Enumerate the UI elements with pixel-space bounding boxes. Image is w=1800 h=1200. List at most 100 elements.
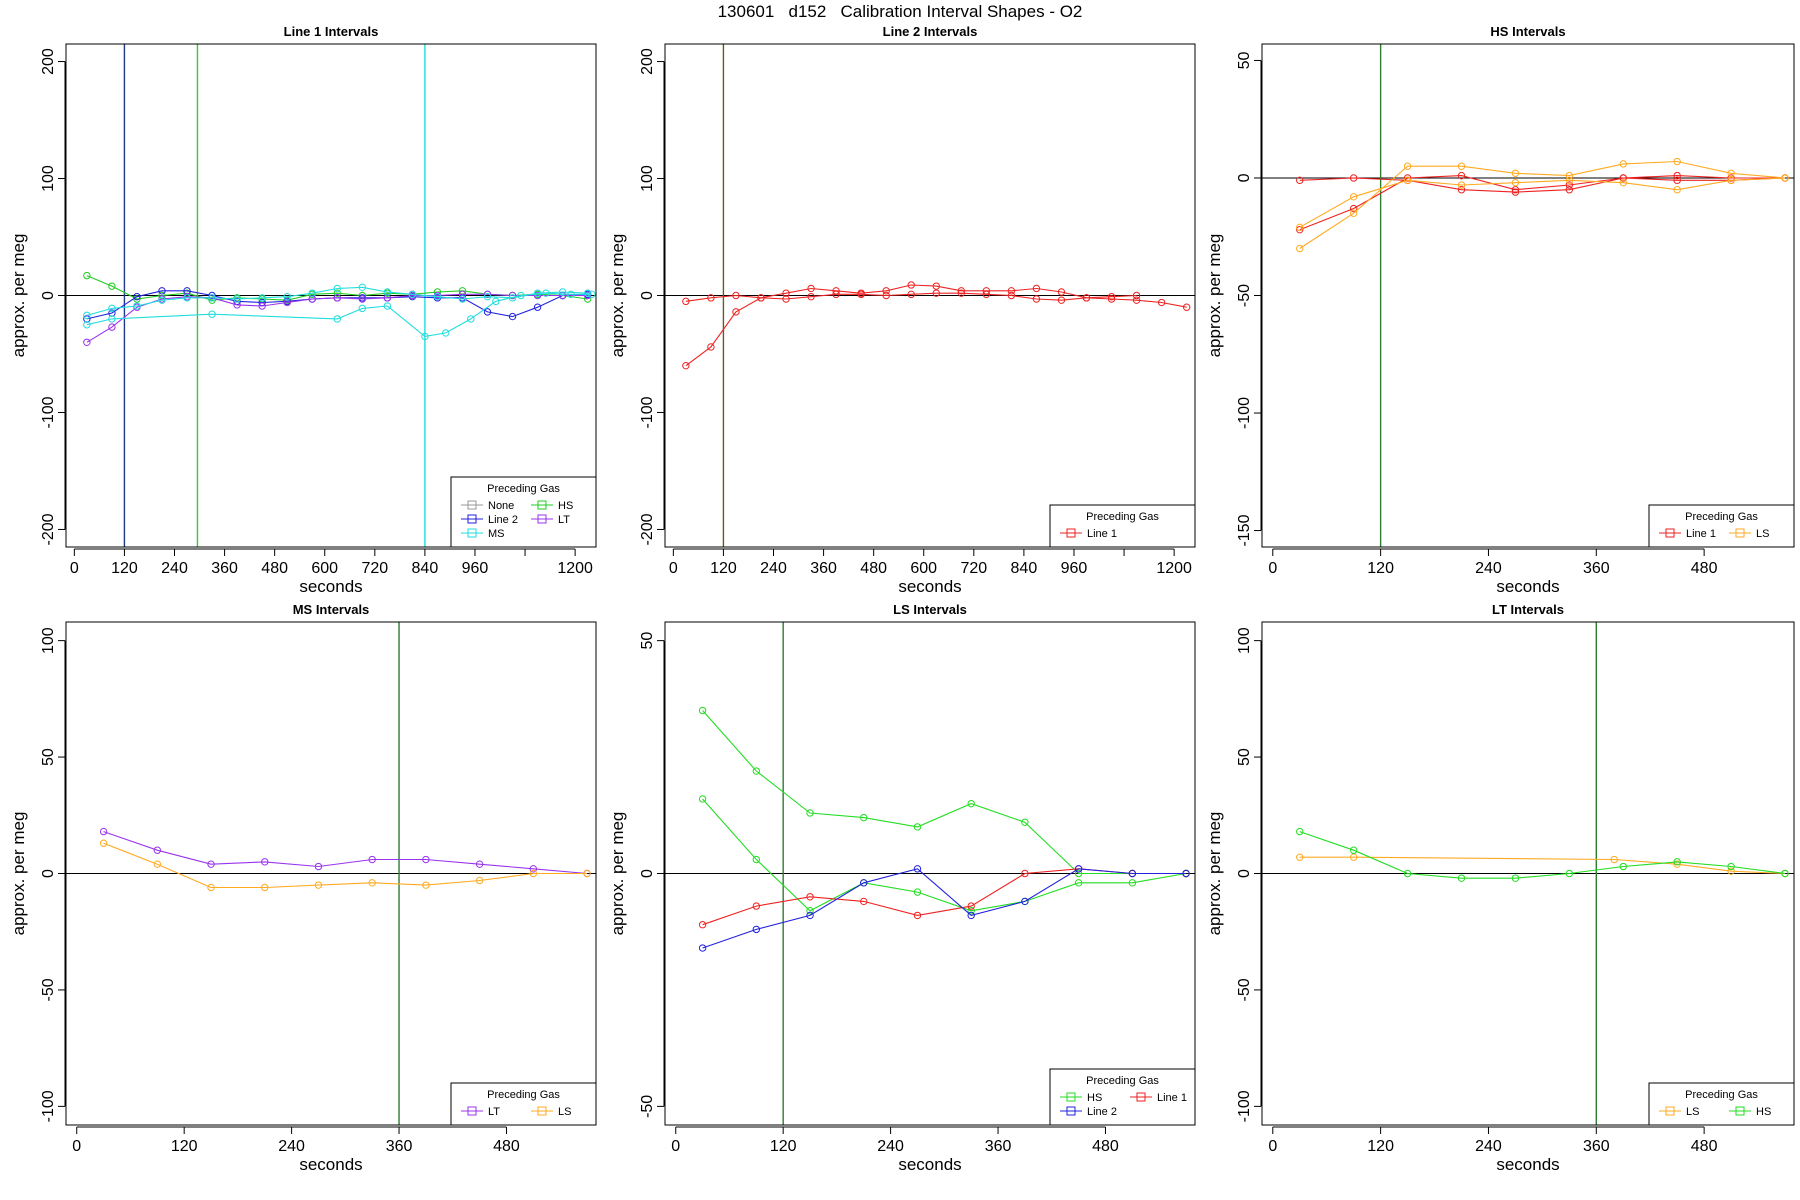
plot-frame (1261, 43, 1795, 548)
series-4 (1296, 174, 1789, 232)
data-point (1565, 186, 1574, 194)
data-point (913, 888, 922, 896)
legend-title: Preceding Gas (1685, 511, 1758, 523)
series-3 (1296, 157, 1789, 253)
data-point (83, 271, 91, 280)
data-point (1673, 860, 1681, 868)
data-point (1349, 846, 1358, 854)
data-point (1132, 296, 1141, 304)
x-tick-label: 0 (72, 1138, 81, 1155)
panel-5: LS Intervals 0 120 240 360 480 seconds -50 0 50 ap… (608, 602, 1196, 1174)
x-tick-label: 600 (311, 560, 338, 577)
x-tick-label: 360 (985, 1138, 1012, 1155)
x-tick-label: 960 (1061, 560, 1088, 577)
data-point (1403, 176, 1412, 185)
series-1 (99, 827, 591, 878)
data-point (314, 862, 323, 871)
legend-label: None (488, 500, 514, 512)
data-point (1157, 298, 1166, 307)
legend-swatch-marker (467, 528, 477, 538)
data-point (1007, 287, 1016, 295)
series-2 (1296, 827, 1789, 882)
data-point (233, 301, 241, 309)
y-tick-label: 50 (1236, 748, 1253, 766)
figure-title: 130601 d152 Calibration Interval Shapes … (717, 2, 1083, 21)
data-point (258, 294, 266, 302)
data-point (583, 289, 592, 297)
legend-title: Preceding Gas (1086, 511, 1159, 523)
legend-entry: HS (1729, 1106, 1771, 1118)
x-tick-label: 360 (211, 560, 238, 577)
data-point (308, 289, 316, 297)
x-tick-label: 840 (412, 560, 439, 577)
legend-label: LT (488, 1106, 500, 1118)
data-point (782, 289, 790, 297)
data-point (1182, 303, 1191, 311)
legend-title: Preceding Gas (1685, 1089, 1758, 1101)
data-point (383, 288, 392, 296)
legend-box (1049, 504, 1196, 548)
data-point (153, 860, 162, 868)
series-4 (698, 865, 1190, 952)
x-tick-label: 360 (1583, 560, 1610, 577)
data-point (1457, 181, 1466, 189)
data-point (1457, 874, 1466, 882)
y-tick-label: -200 (40, 513, 57, 545)
data-point (83, 321, 91, 329)
data-point (133, 292, 141, 301)
legend-swatch-marker (467, 1106, 477, 1116)
data-point (358, 295, 366, 303)
legend-entry: Line 2 (461, 514, 518, 526)
x-tick-label: 240 (1475, 560, 1502, 577)
data-point (333, 315, 341, 323)
data-point (433, 292, 442, 301)
legend: Preceding Gas Line 1 LS (1648, 504, 1795, 548)
plot-frame (664, 43, 1196, 548)
legend-entry: LS (1659, 1106, 1699, 1118)
series-line (685, 292, 1137, 302)
data-point (1132, 291, 1141, 300)
series-line (1299, 175, 1786, 231)
data-point (158, 287, 166, 295)
legend-box (450, 1082, 597, 1126)
data-point (1057, 288, 1066, 296)
data-point (283, 298, 291, 307)
data-point (583, 291, 592, 300)
data-point (333, 284, 341, 293)
data-point (158, 296, 166, 304)
series-line (86, 286, 588, 316)
x-axis-label: seconds (299, 577, 362, 596)
x-tick-label: 1200 (557, 560, 593, 577)
panel-title: LS Intervals (893, 602, 967, 617)
data-point (208, 294, 216, 302)
data-point (99, 839, 108, 847)
data-point (1349, 209, 1358, 217)
series-line (86, 292, 592, 337)
data-point (982, 290, 991, 299)
data-point (1727, 169, 1735, 177)
data-point (261, 858, 269, 866)
series-4 (83, 283, 592, 320)
data-point (1673, 176, 1681, 185)
data-point (314, 881, 323, 889)
data-point (732, 291, 740, 300)
legend: Preceding Gas None HS Line 2 LT MS (450, 476, 597, 548)
data-point (907, 290, 915, 299)
y-axis-label: approx. per meg (1205, 234, 1224, 358)
x-tick-label: 240 (278, 1138, 305, 1155)
panel-2: Line 2 Intervals 0 120 240 360 480 600 720 840 96… (608, 24, 1196, 596)
legend-entry: Line 1 (1659, 528, 1716, 540)
legend-entry: Line 1 (1060, 528, 1117, 540)
y-tick-label: 0 (1236, 869, 1253, 878)
x-tick-label: 240 (760, 560, 787, 577)
data-point (698, 944, 707, 952)
plot-frame (65, 621, 597, 1126)
data-point (806, 911, 814, 920)
data-point (1032, 295, 1041, 303)
data-point (1057, 296, 1066, 304)
y-tick-label: -50 (1236, 978, 1253, 1001)
legend-title: Preceding Gas (487, 483, 560, 495)
y-tick-label: -100 (1236, 1090, 1253, 1122)
panel-title: Line 1 Intervals (284, 24, 379, 39)
